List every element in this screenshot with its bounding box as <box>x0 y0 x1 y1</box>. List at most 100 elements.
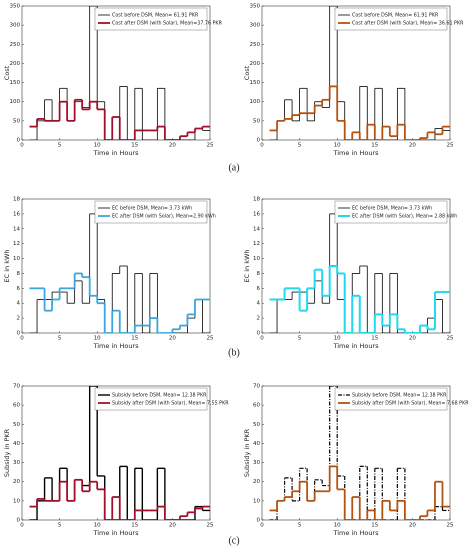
y-tick-label: 50 <box>253 422 260 428</box>
y-tick-label: 0 <box>257 518 261 524</box>
y-axis-label: EC in kWh <box>3 249 11 282</box>
y-tick-label: 250 <box>10 42 21 48</box>
x-tick-label: 0 <box>20 523 24 529</box>
x-tick-label: 5 <box>58 336 62 342</box>
y-tick-label: 0 <box>17 138 21 144</box>
x-tick-label: 5 <box>58 523 62 529</box>
x-tick-label: 20 <box>409 143 416 149</box>
x-tick-label: 25 <box>447 336 454 342</box>
legend-box <box>94 7 208 31</box>
x-tick-label: 0 <box>20 143 24 149</box>
chart: 0 5 10 15 20 25 0 10 20 30 40 50 60 70 Time in Hours Su… <box>3 384 229 538</box>
legend-box <box>334 200 448 224</box>
legend-box <box>334 7 448 31</box>
x-tick-label: 0 <box>260 143 264 149</box>
y-tick-label: 10 <box>253 256 260 262</box>
y-tick-label: 12 <box>253 241 260 247</box>
y-axis-label: Cost <box>3 65 11 80</box>
y-tick-label: 300 <box>250 23 261 29</box>
y-tick-label: 10 <box>13 256 20 262</box>
legend-label: Cost after DSM (with Solar), Mean= 36.61… <box>352 21 464 27</box>
legend-label: Subsidy after DSM (with Solar), Mean= 7.… <box>112 401 229 407</box>
y-tick-label: 70 <box>13 384 20 390</box>
series-group <box>269 213 450 333</box>
y-tick-label: 40 <box>13 441 20 447</box>
y-tick-label: 200 <box>10 61 21 67</box>
legend-box <box>94 200 208 224</box>
x-tick-label: 5 <box>58 143 62 149</box>
y-tick-label: 18 <box>253 197 260 203</box>
y-tick-label: 30 <box>253 460 260 466</box>
y-tick-label: 30 <box>13 460 20 466</box>
chart: 0 5 10 15 20 25 0 2 4 6 8 10 12 14 16 18 Time in Hours EC… <box>3 197 216 351</box>
y-tick-label: 16 <box>253 211 260 217</box>
legend-label: EC after DSM (with Solar), Mean=2.90 kWh <box>112 214 216 220</box>
x-tick-label: 5 <box>298 336 302 342</box>
y-tick-label: 40 <box>253 441 260 447</box>
caption: (b) <box>228 347 240 358</box>
y-tick-label: 2 <box>17 316 21 322</box>
series-group <box>29 213 210 333</box>
y-tick-label: 18 <box>13 197 20 203</box>
x-tick-label: 10 <box>94 143 101 149</box>
y-axis-label: Subsidy in PKR <box>3 428 11 477</box>
x-axis-label: Time in Hours <box>332 342 379 350</box>
y-tick-label: 60 <box>253 403 260 409</box>
y-tick-label: 150 <box>250 80 261 86</box>
legend-label: EC before DSM, Mean= 3.73 kWh <box>352 206 432 212</box>
y-tick-label: 0 <box>17 331 21 337</box>
y-tick-label: 70 <box>253 384 260 390</box>
legend-label: Cost after DSM (with Solar), Mean=37.76 … <box>112 21 223 27</box>
caption: (a) <box>228 162 239 173</box>
legend-box <box>334 387 448 411</box>
legend-box <box>94 387 208 411</box>
y-tick-label: 0 <box>17 518 21 524</box>
x-tick-label: 20 <box>409 523 416 529</box>
legend-label: Subsidy after DSM (with Solar), Mean= 7.… <box>352 401 468 407</box>
y-tick-label: 14 <box>13 226 20 232</box>
y-tick-label: 12 <box>13 241 20 247</box>
series-group <box>269 6 450 140</box>
x-tick-label: 10 <box>334 143 341 149</box>
y-tick-label: 60 <box>13 403 20 409</box>
x-tick-label: 10 <box>334 336 341 342</box>
y-tick-label: 20 <box>253 479 260 485</box>
chart: 0 5 10 15 20 25 0 2 4 6 8 10 12 14 16 18 Time in Hours EC… <box>243 197 457 351</box>
y-tick-label: 10 <box>253 498 260 504</box>
legend-label: Cost before DSM, Mean= 61.91 PKR <box>112 13 199 19</box>
x-tick-label: 25 <box>447 143 454 149</box>
y-axis-label: Cost <box>243 65 251 80</box>
y-tick-label: 4 <box>17 301 21 307</box>
x-axis-label: Time in Hours <box>92 149 139 157</box>
y-axis-label: Subsidy in PKR <box>243 428 251 477</box>
x-tick-label: 15 <box>371 143 378 149</box>
x-tick-label: 5 <box>298 143 302 149</box>
legend-label: EC before DSM, Mean= 3.73 kWh <box>112 206 192 212</box>
x-tick-label: 20 <box>169 523 176 529</box>
y-tick-label: 250 <box>250 42 261 48</box>
y-tick-label: 50 <box>253 118 260 124</box>
x-tick-label: 25 <box>207 143 214 149</box>
y-tick-label: 100 <box>250 99 261 105</box>
x-tick-label: 15 <box>371 336 378 342</box>
y-tick-label: 150 <box>10 80 21 86</box>
x-tick-label: 0 <box>260 336 264 342</box>
chart: 0 5 10 15 20 25 0 10 20 30 40 50 60 70 Time in Hours Su… <box>243 384 468 538</box>
x-axis-label: Time in Hours <box>332 529 379 537</box>
y-tick-label: 4 <box>257 301 261 307</box>
x-tick-label: 25 <box>447 523 454 529</box>
x-axis-label: Time in Hours <box>92 342 139 350</box>
x-tick-label: 10 <box>94 523 101 529</box>
y-tick-label: 2 <box>257 316 261 322</box>
y-tick-label: 8 <box>17 271 21 277</box>
y-tick-label: 8 <box>257 271 261 277</box>
y-tick-label: 6 <box>17 286 21 292</box>
legend-label: Subsidy before DSM, Mean= 12.38 PKR <box>112 393 207 399</box>
legend-label: EC after DSM (with Solar), Mean= 2.88 kW… <box>352 214 457 220</box>
caption: (c) <box>228 535 239 546</box>
x-tick-label: 15 <box>131 336 138 342</box>
y-tick-label: 50 <box>13 422 20 428</box>
